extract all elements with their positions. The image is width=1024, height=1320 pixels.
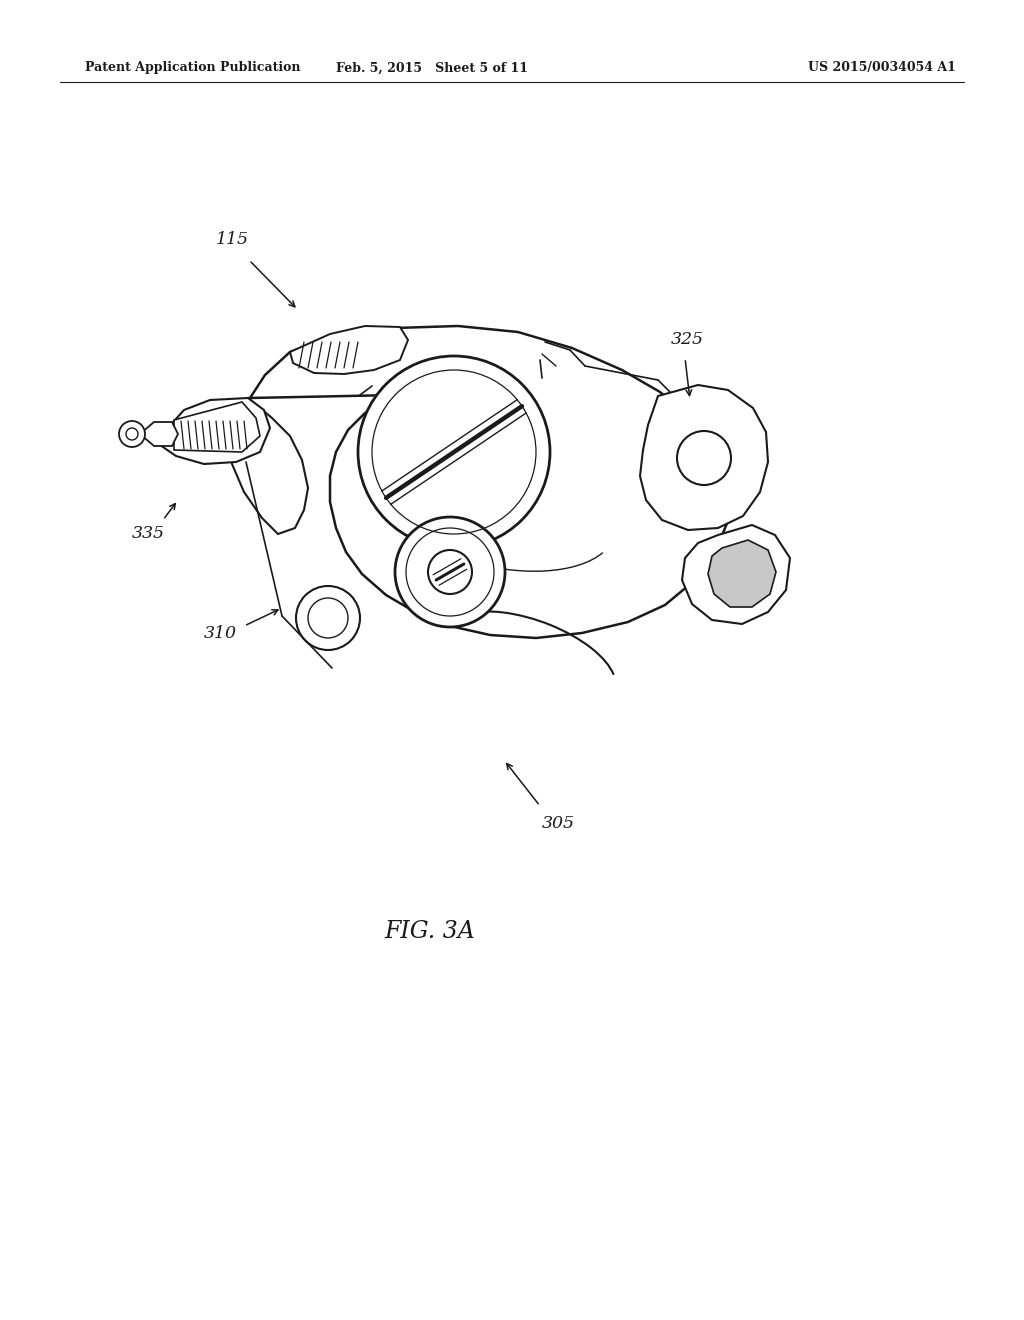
- Polygon shape: [174, 403, 260, 451]
- Circle shape: [296, 586, 360, 649]
- Polygon shape: [640, 385, 768, 531]
- Text: 115: 115: [215, 231, 249, 248]
- Polygon shape: [418, 506, 484, 568]
- Text: US 2015/0034054 A1: US 2015/0034054 A1: [808, 62, 956, 74]
- Polygon shape: [708, 540, 776, 607]
- Circle shape: [358, 356, 550, 548]
- Text: 310: 310: [204, 626, 237, 643]
- Circle shape: [428, 550, 472, 594]
- Polygon shape: [228, 399, 308, 535]
- Polygon shape: [290, 326, 408, 374]
- Circle shape: [119, 421, 145, 447]
- Text: FIG. 3A: FIG. 3A: [385, 920, 475, 944]
- Text: 305: 305: [542, 816, 574, 833]
- Polygon shape: [140, 422, 178, 446]
- Text: Patent Application Publication: Patent Application Publication: [85, 62, 300, 74]
- Text: 325: 325: [671, 331, 703, 348]
- Text: Feb. 5, 2015   Sheet 5 of 11: Feb. 5, 2015 Sheet 5 of 11: [336, 62, 528, 74]
- Polygon shape: [682, 525, 790, 624]
- Polygon shape: [160, 399, 270, 465]
- Polygon shape: [250, 326, 733, 638]
- Circle shape: [395, 517, 505, 627]
- Circle shape: [677, 432, 731, 484]
- Text: 335: 335: [131, 525, 165, 543]
